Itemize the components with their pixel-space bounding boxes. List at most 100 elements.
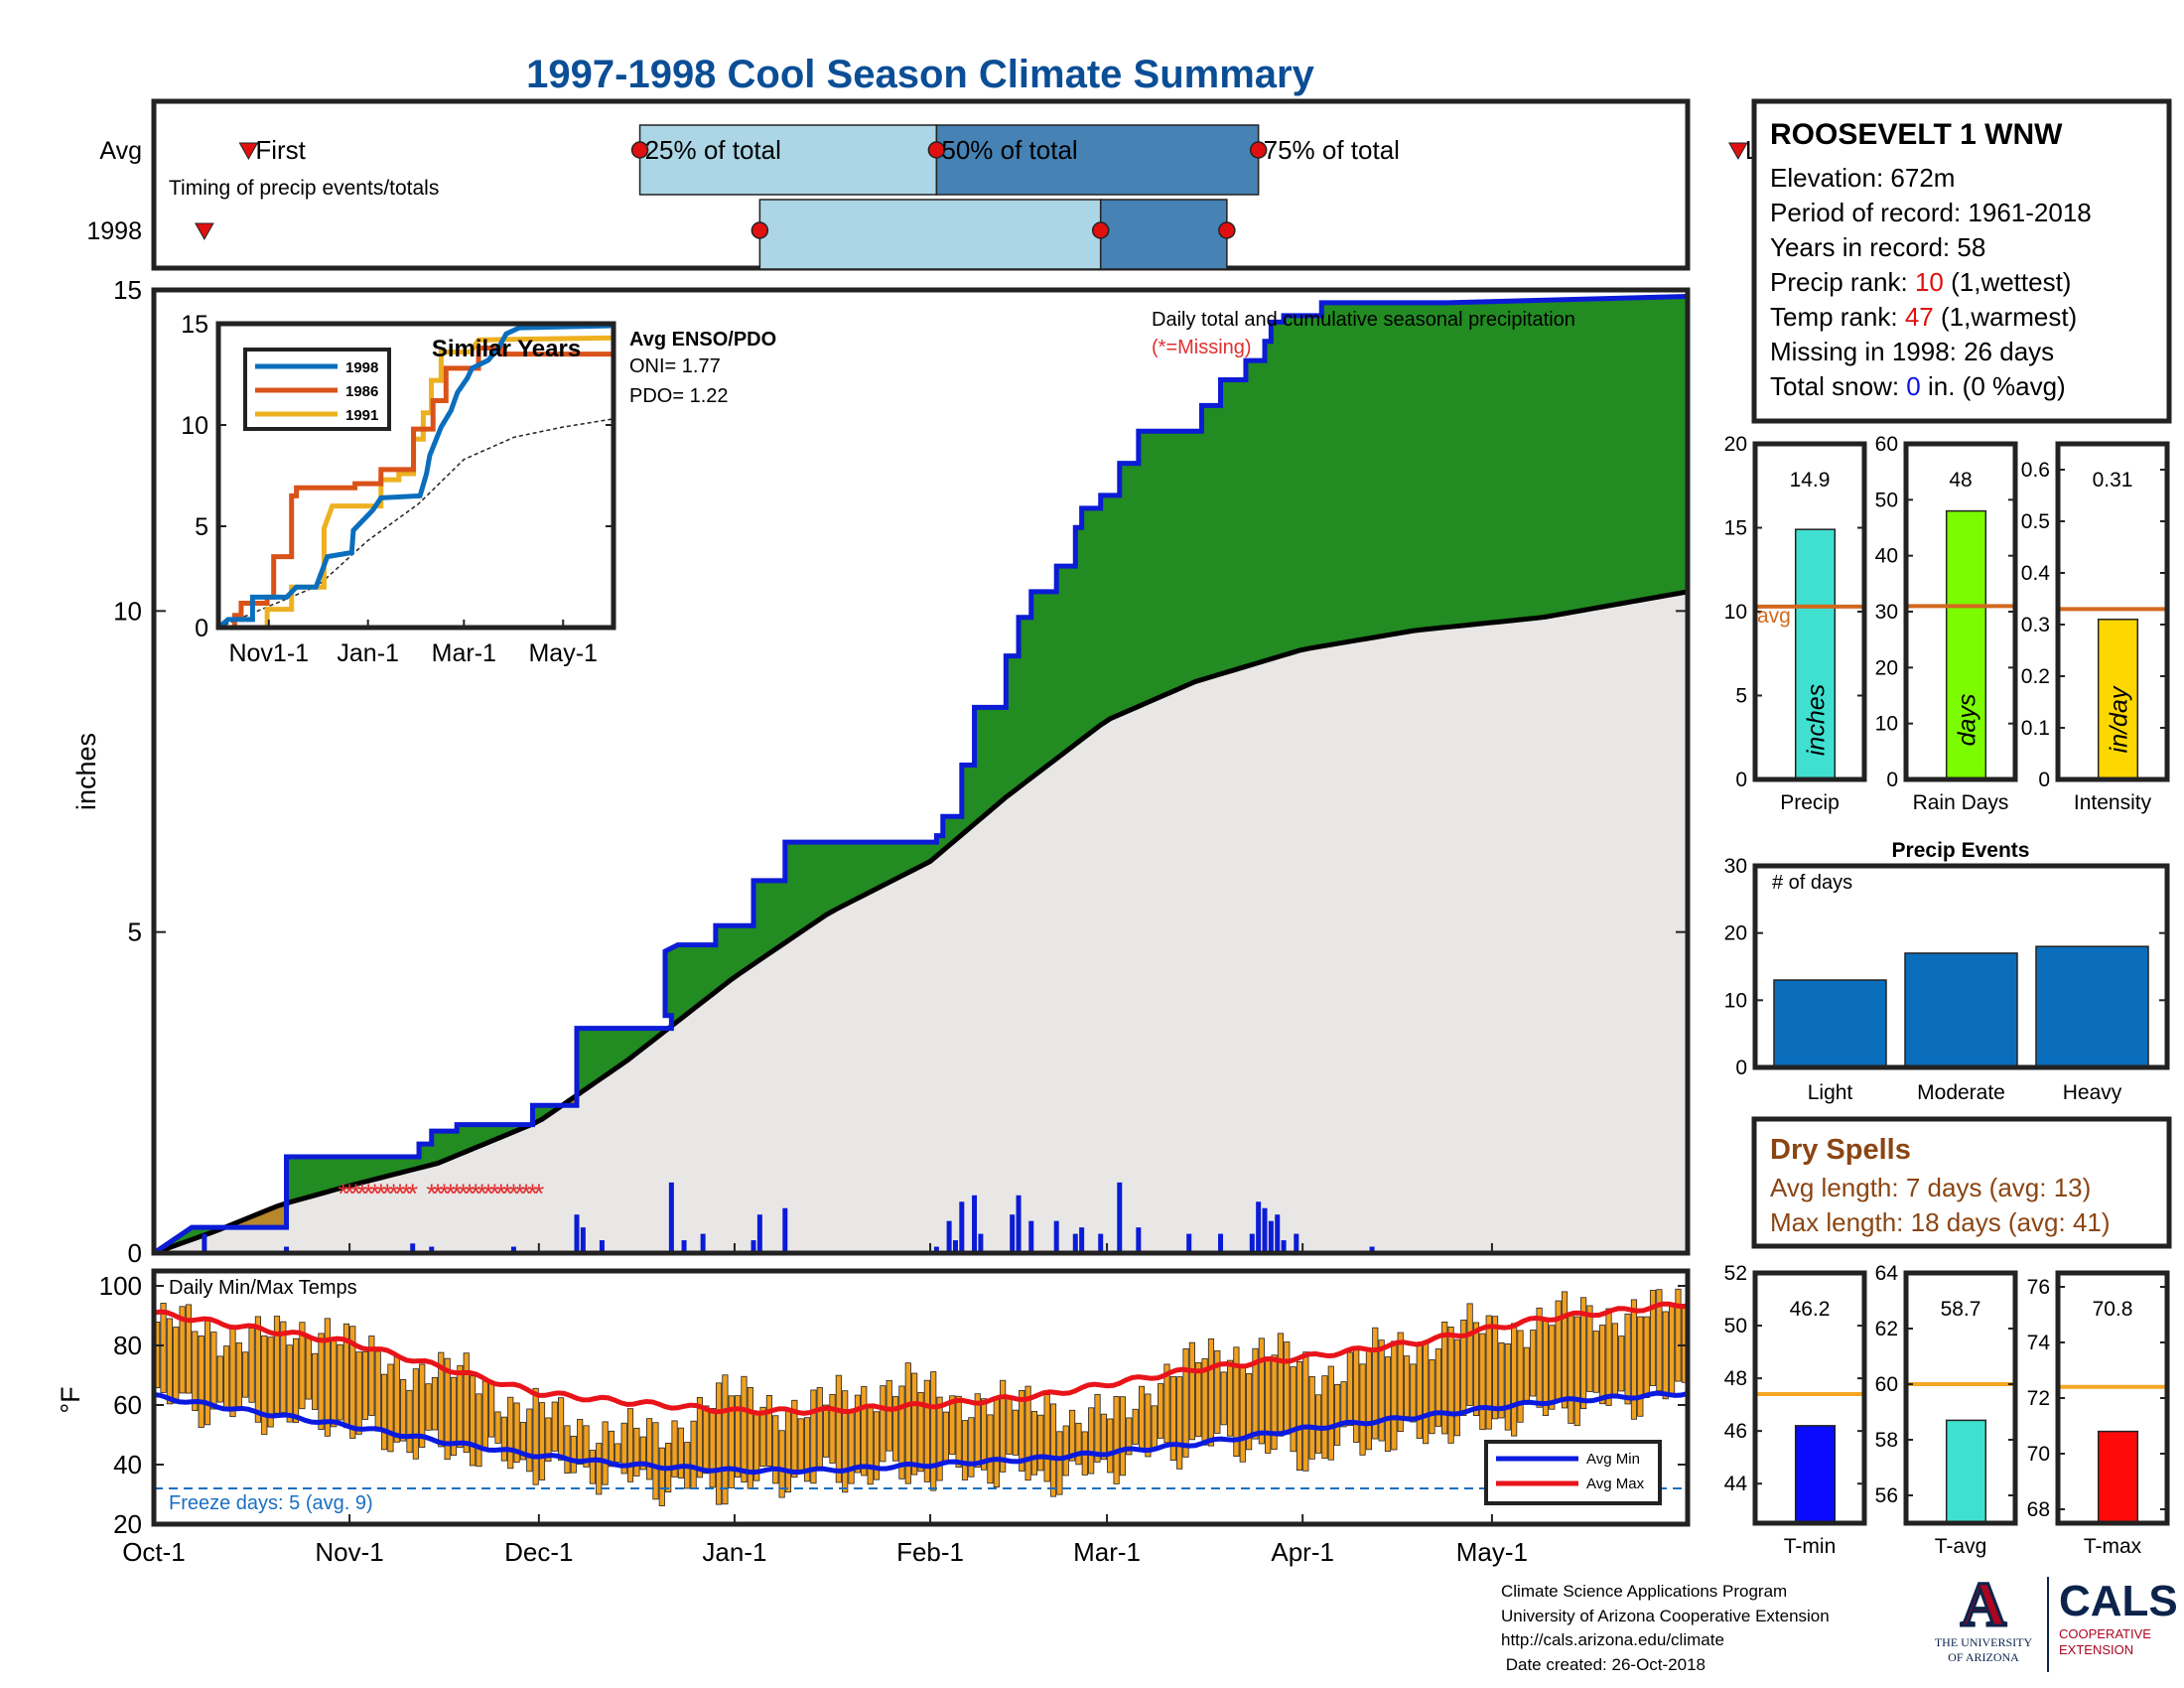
small-category-label: Rain Days [1913, 791, 2009, 814]
daily-temp-bar [658, 1447, 665, 1506]
cals-line-1: COOPERATIVE [2059, 1626, 2151, 1641]
daily-temp-bar [842, 1390, 849, 1493]
small-value-bar [1794, 528, 1837, 780]
daily-temp-bar [1498, 1341, 1505, 1419]
daily-temp-bar [450, 1376, 458, 1457]
daily-precip-bar [410, 1243, 416, 1253]
daily-precip-bar [1010, 1214, 1016, 1253]
daily-temp-bar [457, 1364, 464, 1449]
missing-day-marker: * [382, 1178, 393, 1208]
daily-temp-bar [1207, 1337, 1215, 1447]
missing-day-marker: * [369, 1178, 380, 1208]
daily-temp-bar [444, 1357, 451, 1461]
events-bar [1773, 979, 1887, 1068]
daily-temp-bar [1158, 1383, 1164, 1439]
small-ytick-label: 0 [1886, 769, 1898, 791]
daily-precip-bar [700, 1233, 706, 1253]
daily-temp-bar [1233, 1346, 1240, 1458]
daily-temp-bar [380, 1373, 388, 1451]
timing-label-75: 75% of total [1264, 135, 1400, 165]
snow-value: 0 [1906, 371, 1920, 401]
daily-temp-bar [192, 1331, 199, 1412]
average-cumulative-line [153, 589, 1689, 1256]
temp-rank: Temp rank: 47 (1,warmest) [1770, 302, 2077, 332]
daily-temp-bar [1453, 1338, 1461, 1437]
small-value-label: 48 [1949, 469, 1972, 492]
daily-precip-bar [756, 1214, 762, 1253]
daily-temp-bar [1403, 1355, 1411, 1418]
daily-temp-bar [765, 1395, 772, 1467]
small-ytick-label: 58 [1875, 1429, 1898, 1452]
daily-temp-bar [1226, 1359, 1234, 1437]
daily-temp-bar [1258, 1337, 1265, 1445]
daily-temp-bar [1284, 1341, 1291, 1435]
timing-first-last-marker [1728, 142, 1748, 161]
daily-temp-bar [696, 1397, 704, 1478]
small-frame [2055, 441, 2170, 782]
daily-temp-bar [778, 1430, 785, 1498]
daily-temp-bar [1410, 1363, 1417, 1423]
daily-temp-bar [873, 1411, 881, 1480]
daily-precip-bar [202, 1233, 207, 1253]
daily-temp-bar [299, 1322, 306, 1410]
daily-temp-bar [551, 1401, 558, 1452]
daily-temp-bar [803, 1417, 811, 1482]
legend-avg-max: Avg Max [1586, 1476, 1645, 1492]
daily-temp-bar [1549, 1325, 1556, 1410]
daily-temp-bar [1019, 1390, 1025, 1472]
daily-precip-bar [1072, 1233, 1078, 1253]
daily-temp-bar [1580, 1297, 1587, 1410]
daily-temp-bar [1372, 1327, 1379, 1440]
daily-temp-bar [1523, 1346, 1530, 1402]
missing-day-marker: * [445, 1178, 456, 1208]
daily-temp-bar [532, 1387, 539, 1485]
daily-temp-bar [242, 1351, 249, 1398]
main-ytick-label: 0 [128, 1238, 142, 1268]
small-ytick-label: 56 [1875, 1484, 1898, 1507]
daily-temp-bar [1163, 1363, 1170, 1444]
daily-temp-bar [1132, 1408, 1139, 1445]
station-years: Years in record: 58 [1770, 232, 1985, 262]
daily-temp-bar [1391, 1340, 1398, 1451]
missing-day-marker: * [388, 1178, 399, 1208]
daily-temp-bar [387, 1363, 394, 1453]
missing-day-marker: * [433, 1178, 444, 1208]
daily-temp-bar [1107, 1418, 1114, 1474]
daily-temp-bar [1611, 1323, 1618, 1396]
daily-temp-bar [703, 1405, 710, 1475]
footer-line-2: University of Arizona Cooperative Extens… [1501, 1606, 1830, 1625]
missing-day-marker: * [458, 1178, 469, 1208]
daily-temp-bar [671, 1420, 678, 1477]
main-ylabel: inches [71, 733, 101, 810]
small-value-label: 46.2 [1790, 1298, 1831, 1321]
small-ytick-label: 15 [1724, 517, 1747, 540]
daily-temp-bar [1511, 1323, 1518, 1437]
small-ytick-label: 60 [1875, 1373, 1898, 1396]
daily-temp-bar [368, 1336, 375, 1416]
tmin-chart: 46.2 44 46 48 50 52 T-min [1724, 1262, 1867, 1558]
daily-temp-bar [1188, 1341, 1195, 1441]
daily-precip-bar [1136, 1227, 1142, 1253]
daily-temp-bar [823, 1404, 830, 1458]
small-category-label: Intensity [2074, 791, 2152, 814]
events-ytick-label: 10 [1724, 989, 1747, 1012]
daily-temp-bar [577, 1419, 584, 1466]
daily-temp-bar [1246, 1373, 1253, 1451]
daily-temp-bar [861, 1385, 868, 1477]
events-bar [1904, 952, 2018, 1068]
daily-precip-bar [1369, 1246, 1375, 1253]
pdo-label: PDO= 1.22 [629, 385, 729, 407]
main-ytick-label: 15 [113, 275, 142, 305]
cumulative-precip-panel: ************ ****************** inches Da… [71, 275, 1691, 1268]
events-category-label: Light [1808, 1081, 1853, 1104]
daily-temp-bar [955, 1395, 962, 1468]
daily-precip-bar [668, 1182, 674, 1253]
cals-line-2: EXTENSION [2059, 1642, 2134, 1657]
main-ytick-label: 10 [113, 596, 142, 626]
daily-temp-bar [1176, 1376, 1183, 1470]
daily-temp-bar [1434, 1348, 1441, 1427]
daily-precip-bar [1079, 1227, 1085, 1253]
small-ytick-label: 72 [2027, 1387, 2050, 1410]
daily-temp-bar [735, 1395, 742, 1478]
timing-row-1998: 1998 [86, 217, 142, 245]
